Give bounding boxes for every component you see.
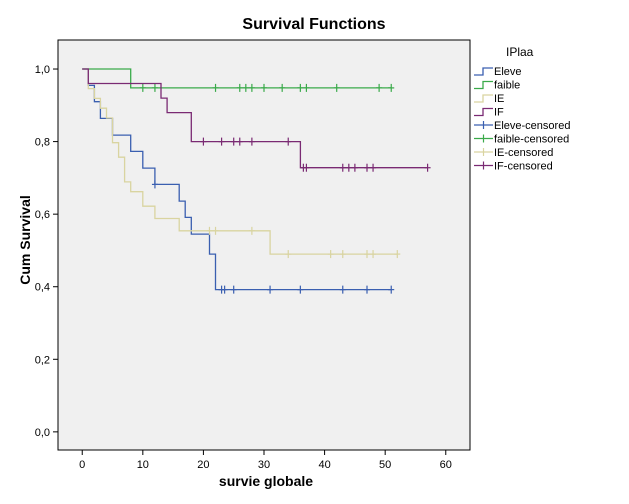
legend-entry-faible-censored: faible-censored (474, 134, 569, 146)
censor-mark-if (200, 137, 207, 146)
y-tick-label: 0,0 (35, 427, 50, 439)
censor-mark-faible (333, 83, 340, 92)
legend-label: Eleve-censored (494, 120, 570, 132)
chart-title: Survival Functions (242, 16, 385, 33)
censor-mark-if (248, 137, 255, 146)
legend-swatch (474, 107, 493, 117)
x-tick-label: 50 (379, 459, 391, 471)
censor-mark-if (351, 163, 358, 172)
y-axis-title: Cum Survival (17, 195, 33, 284)
legend-title: IPlaa (506, 45, 534, 59)
censor-mark-if (424, 163, 431, 172)
censor-mark-if (285, 137, 292, 146)
legend-entry-eleve: Eleve (474, 66, 522, 78)
legend-label: IF-censored (494, 161, 553, 173)
censor-mark-eleve (339, 285, 346, 294)
x-axis-title: survie globale (219, 473, 313, 489)
legend-entry-if: IF (474, 107, 504, 119)
series-line-eleve (82, 68, 392, 291)
legend-entry-eleve-censored: Eleve-censored (474, 120, 570, 132)
censor-mark-ie (364, 250, 370, 259)
legend-label: Eleve (494, 66, 522, 78)
y-tick-label: 0,4 (35, 282, 50, 294)
y-tick-label: 0,6 (35, 209, 50, 221)
censor-mark-eleve (230, 285, 237, 294)
legend-swatch (474, 67, 493, 76)
censor-mark-if (339, 163, 346, 172)
censor-mark-ie (212, 226, 219, 235)
plot-area (57, 39, 471, 451)
x-tick-label: 10 (137, 459, 149, 471)
censor-mark-ie (248, 226, 255, 235)
censor-mark-faible (279, 83, 286, 92)
censor-mark-if (370, 163, 377, 172)
legend-label: faible-censored (494, 134, 569, 146)
legend-label: faible (494, 80, 520, 92)
censor-mark-faible (303, 83, 310, 92)
censor-mark-eleve (151, 180, 158, 189)
censor-mark-eleve (221, 285, 228, 294)
censor-mark-faible (388, 83, 395, 92)
censor-mark-if (303, 163, 310, 172)
censor-mark-ie (285, 250, 292, 259)
legend-label: IE-censored (494, 147, 553, 159)
legend-label: IE (494, 93, 504, 105)
censor-mark-faible (297, 83, 304, 92)
censor-mark-ie (370, 250, 377, 259)
censor-mark-eleve (267, 285, 274, 294)
x-tick-label: 60 (440, 459, 452, 471)
censor-mark-if (364, 163, 370, 172)
legend-swatch (474, 80, 493, 90)
x-tick-label: 30 (258, 459, 270, 471)
series-layer (82, 68, 431, 294)
x-tick-label: 40 (318, 459, 330, 471)
legend-entry-faible: faible (474, 80, 520, 92)
censor-mark-ie (394, 250, 401, 259)
censor-mark-faible (376, 83, 383, 92)
legend-swatch (474, 94, 493, 103)
y-tick-label: 1,0 (35, 64, 50, 76)
censor-mark-eleve (297, 285, 304, 294)
axis-ticks: 0 10 20 30 40 50 60 0,0 0,2 0,4 0,6 0,8 1,0 (35, 64, 452, 471)
censor-mark-faible (151, 83, 158, 92)
series-line-faible (82, 68, 392, 89)
legend-label: IF (494, 107, 504, 119)
censor-mark-faible (139, 83, 146, 92)
censor-mark-ie (339, 250, 346, 259)
censor-mark-eleve (388, 285, 395, 294)
y-tick-label: 0,2 (35, 354, 50, 366)
censor-mark-faible (261, 83, 267, 92)
censor-mark-faible (242, 83, 249, 92)
censor-mark-ie (206, 226, 213, 235)
censor-mark-eleve (364, 285, 370, 294)
censor-mark-ie (327, 250, 334, 259)
x-tick-label: 20 (197, 459, 209, 471)
censor-mark-faible (248, 83, 255, 92)
censor-mark-if (345, 163, 352, 172)
y-tick-label: 0,8 (35, 137, 50, 149)
series-line-ie (82, 68, 398, 255)
censor-mark-if (230, 137, 237, 146)
series-line-if (82, 68, 428, 169)
legend-entry-if-censored: IF-censored (474, 161, 553, 173)
censor-mark-faible (236, 83, 243, 92)
x-tick-label: 0 (79, 459, 85, 471)
legend-entry-ie: IE (474, 93, 504, 105)
censor-mark-faible (212, 83, 219, 92)
censor-mark-if (218, 137, 225, 146)
legend-entry-ie-censored: IE-censored (474, 147, 553, 159)
censor-mark-if (236, 137, 243, 146)
